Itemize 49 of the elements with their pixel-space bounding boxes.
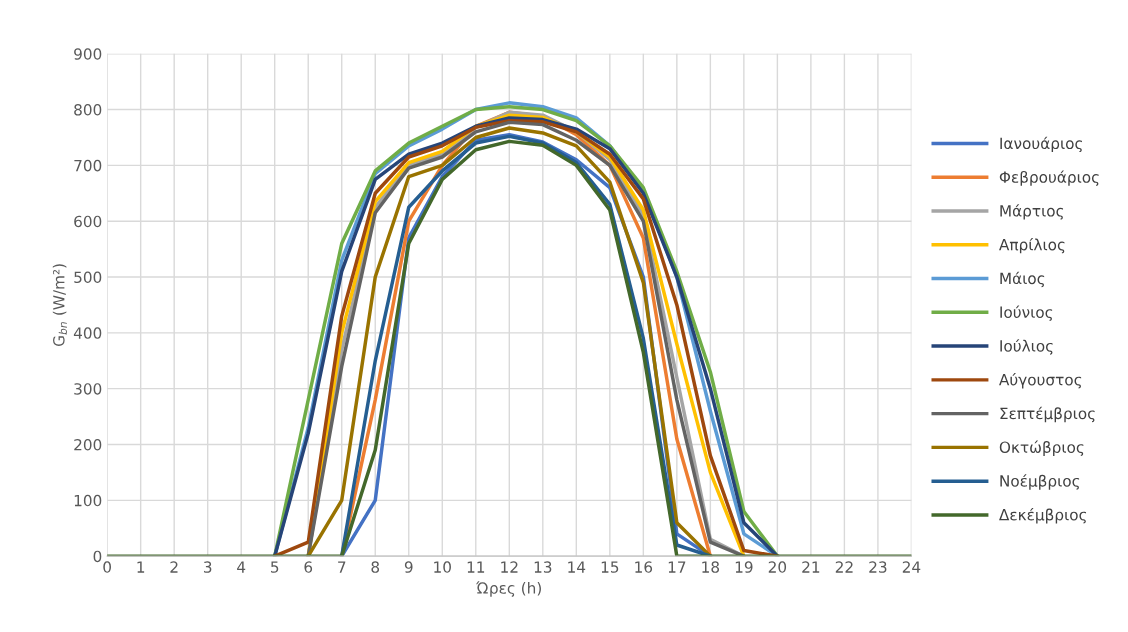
x-tick-label: 0 [103,561,112,573]
legend-label: Μάρτιος [1000,204,1064,220]
x-tick-label: 17 [668,561,686,573]
y-tick-label: 300 [74,383,102,395]
y-tick-label: 100 [74,494,102,507]
x-tick-label: 15 [601,561,619,573]
y-tick-label: 800 [74,104,102,116]
legend-label: Ιούλιος [1000,339,1053,355]
x-tick-label: 19 [735,561,753,573]
legend-label: Απρίλιος [999,237,1065,254]
x-tick-label: 8 [371,561,380,573]
x-axis-title: Ώρες (h) [476,581,541,597]
y-tick-label: 700 [74,159,102,172]
legend-label: Ιούνιος [1000,305,1053,321]
legend-label: Δεκέμβριος [999,508,1087,524]
x-tick-label: 20 [768,561,787,573]
x-tick-label: 14 [568,561,586,573]
legend-label: Μάιος [1000,271,1045,288]
legend-label: Αύγουστος [999,372,1082,389]
x-tick-label: 5 [271,561,279,573]
x-tick-label: 4 [237,561,246,573]
x-tick-label: 12 [501,561,518,573]
x-tick-label: 2 [170,561,178,573]
legend-label: Σεπτέμβριος [1000,406,1095,423]
legend-label: Φεβρουάριος [999,170,1099,186]
y-axis-title: G$_{bn}$ (W/m²) [52,264,68,347]
x-tick-label: 7 [338,561,346,573]
y-tick-label: 500 [74,271,102,284]
x-tick-label: 13 [534,561,552,573]
y-tick-label: 400 [73,327,102,339]
y-tick-label: 600 [74,215,102,228]
x-tick-label: 18 [702,561,720,573]
legend-label: Νοέμβριος [1000,474,1080,490]
x-tick-label: 21 [802,561,820,573]
legend-label: Οκτώβριος [999,440,1084,456]
y-tick-label: 0 [93,550,102,563]
x-tick-label: 24 [902,561,921,573]
y-tick-label: 200 [74,438,102,451]
x-tick-label: 23 [869,561,887,573]
x-tick-label: 11 [467,561,485,573]
x-tick-label: 1 [137,561,145,573]
x-tick-label: 9 [404,561,413,573]
x-tick-label: 16 [635,561,653,573]
x-tick-label: 10 [434,561,451,573]
x-tick-label: 3 [204,561,212,573]
x-tick-label: 22 [835,561,853,573]
y-tick-label: 900 [74,48,102,60]
x-tick-label: 6 [304,561,313,573]
legend-label: Ιανουάριος [1000,136,1082,153]
